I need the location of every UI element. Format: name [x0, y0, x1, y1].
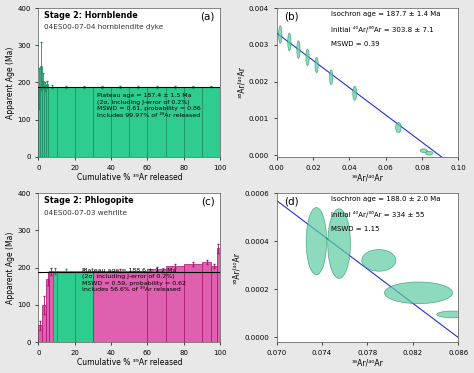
- Bar: [40, 66, 42, 157]
- Ellipse shape: [288, 33, 291, 51]
- Text: (a): (a): [201, 11, 215, 21]
- Text: Stage 2: Phlogopite: Stage 2: Phlogopite: [44, 196, 134, 205]
- Bar: [147, 87, 165, 157]
- X-axis label: ³⁹Ar/⁴⁰Ar: ³⁹Ar/⁴⁰Ar: [352, 358, 383, 367]
- Ellipse shape: [306, 207, 327, 275]
- X-axis label: Cumulative % ³⁹Ar released: Cumulative % ³⁹Ar released: [76, 358, 182, 367]
- Bar: [165, 87, 184, 157]
- Text: 04ES00-07-03 wehrlite: 04ES00-07-03 wehrlite: [44, 210, 127, 216]
- Bar: [46, 84, 47, 157]
- Bar: [38, 325, 42, 342]
- Text: MSWD = 0.39: MSWD = 0.39: [331, 41, 380, 47]
- Bar: [165, 266, 184, 342]
- Bar: [42, 81, 44, 157]
- Text: Plateau age = 187.4 ± 1.5 Ma
(2σ, including J-error of 0.2%)
MSWD = 0.61, probab: Plateau age = 187.4 ± 1.5 Ma (2σ, includ…: [97, 93, 201, 118]
- Bar: [211, 266, 217, 342]
- Y-axis label: ³⁶Ar/⁴⁰Ar: ³⁶Ar/⁴⁰Ar: [237, 66, 246, 98]
- Ellipse shape: [384, 282, 453, 304]
- Bar: [49, 271, 53, 342]
- Y-axis label: Apparent Age (Ma): Apparent Age (Ma): [6, 46, 15, 119]
- Bar: [202, 87, 220, 157]
- Text: (d): (d): [284, 196, 299, 206]
- Bar: [111, 87, 129, 157]
- Ellipse shape: [306, 49, 309, 66]
- Ellipse shape: [279, 26, 282, 43]
- Ellipse shape: [420, 149, 428, 153]
- Bar: [47, 87, 56, 157]
- Bar: [44, 86, 46, 157]
- Text: (c): (c): [201, 196, 215, 206]
- Bar: [53, 270, 56, 342]
- Bar: [75, 270, 93, 342]
- Ellipse shape: [353, 86, 357, 100]
- Ellipse shape: [362, 250, 396, 271]
- Ellipse shape: [297, 41, 300, 59]
- X-axis label: Cumulative % ³⁹Ar released: Cumulative % ³⁹Ar released: [76, 173, 182, 182]
- Bar: [93, 87, 111, 157]
- Bar: [38, 88, 40, 157]
- Ellipse shape: [329, 70, 333, 85]
- Ellipse shape: [328, 209, 350, 278]
- Text: Isochron age = 188.0 ± 2.0 Ma: Isochron age = 188.0 ± 2.0 Ma: [331, 196, 441, 202]
- Bar: [184, 87, 202, 157]
- Ellipse shape: [396, 122, 401, 133]
- Bar: [93, 270, 147, 342]
- Bar: [56, 87, 75, 157]
- X-axis label: ³⁹Ar/⁴⁰Ar: ³⁹Ar/⁴⁰Ar: [352, 173, 383, 182]
- Text: (b): (b): [284, 11, 299, 21]
- Bar: [46, 279, 49, 342]
- Text: Initial ⁴⁰Ar/³⁶Ar = 303.8 ± 7.1: Initial ⁴⁰Ar/³⁶Ar = 303.8 ± 7.1: [331, 26, 434, 33]
- Bar: [129, 87, 147, 157]
- Y-axis label: ³⁶Ar/⁴⁰Ar: ³⁶Ar/⁴⁰Ar: [232, 252, 241, 283]
- Text: Stage 2: Hornblende: Stage 2: Hornblende: [44, 11, 137, 20]
- Bar: [147, 269, 165, 342]
- Bar: [42, 305, 46, 342]
- Text: 04ES00-07-04 hornblendite dyke: 04ES00-07-04 hornblendite dyke: [44, 24, 163, 31]
- Text: Plateau age = 188.6 ± 1.2 Ma
(2σ, including J-error of 0.2%)
MSWD = 0.59, probab: Plateau age = 188.6 ± 1.2 Ma (2σ, includ…: [82, 267, 186, 292]
- Bar: [75, 87, 93, 157]
- Ellipse shape: [315, 57, 318, 73]
- Text: Isochron age = 187.7 ± 1.4 Ma: Isochron age = 187.7 ± 1.4 Ma: [331, 11, 441, 17]
- Bar: [217, 248, 220, 342]
- Y-axis label: Apparent Age (Ma): Apparent Age (Ma): [6, 231, 15, 304]
- Bar: [56, 270, 75, 342]
- Ellipse shape: [437, 311, 468, 318]
- Text: MSWD = 1.15: MSWD = 1.15: [331, 226, 380, 232]
- Text: Initial ⁴⁰Ar/³⁶Ar = 334 ± 55: Initial ⁴⁰Ar/³⁶Ar = 334 ± 55: [331, 211, 425, 218]
- Ellipse shape: [426, 151, 433, 155]
- Bar: [202, 262, 211, 342]
- Bar: [184, 264, 202, 342]
